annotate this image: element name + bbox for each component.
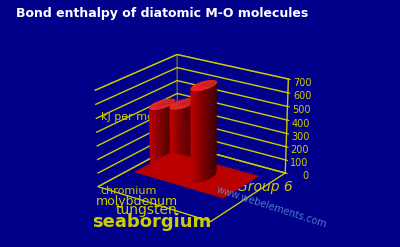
Text: www.webelements.com: www.webelements.com [216, 185, 328, 230]
Text: Bond enthalpy of diatomic M-O molecules: Bond enthalpy of diatomic M-O molecules [16, 7, 308, 21]
